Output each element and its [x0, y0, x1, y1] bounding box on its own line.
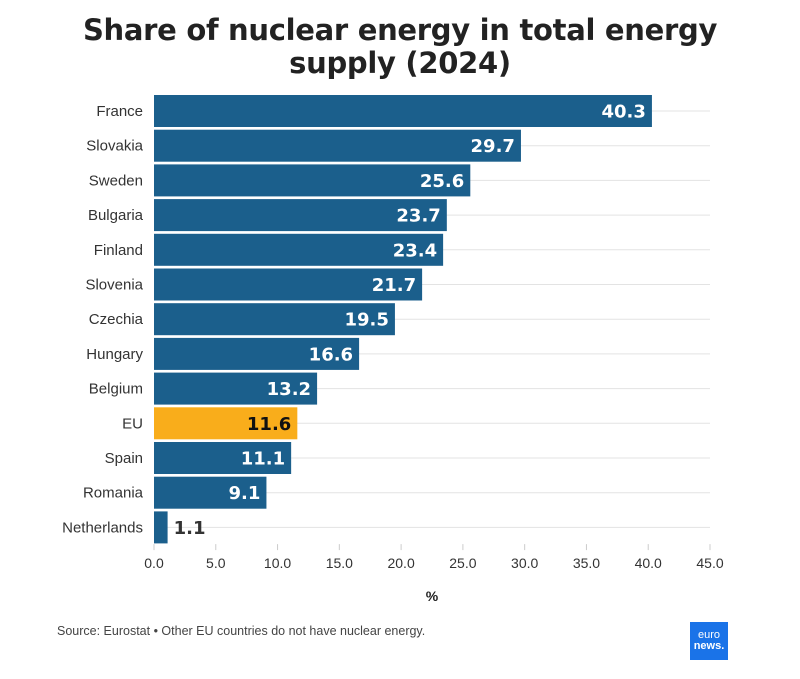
bar-slovenia: [154, 268, 423, 301]
data-label: 23.4: [393, 240, 437, 261]
x-tick-label: 25.0: [449, 555, 476, 571]
x-tick-label: 40.0: [635, 555, 662, 571]
data-label: 11.6: [247, 414, 291, 435]
category-label: Spain: [105, 450, 143, 467]
euronews-logo: euro news.: [690, 622, 728, 660]
data-label: 40.3: [602, 102, 646, 123]
category-label: Romania: [83, 485, 144, 502]
data-label: 13.2: [267, 379, 311, 400]
data-label: 23.7: [396, 206, 440, 227]
bar-hungary: [154, 337, 360, 370]
data-label: 9.1: [229, 483, 261, 504]
category-label: Belgium: [89, 381, 143, 398]
x-tick-label: 20.0: [387, 555, 414, 571]
bar-bulgaria: [154, 199, 447, 232]
logo-text-euro: euro: [697, 629, 721, 641]
category-label: Sweden: [89, 172, 143, 189]
category-label: Netherlands: [62, 519, 143, 536]
category-label: Finland: [94, 242, 143, 259]
bar-france: [154, 95, 652, 127]
data-label: 11.1: [241, 449, 285, 470]
category-label: EU: [122, 415, 143, 432]
bar-finland: [154, 233, 444, 266]
category-label: Slovakia: [86, 138, 143, 155]
bar-slovakia: [154, 129, 521, 162]
data-label: 21.7: [372, 275, 416, 296]
bar-belgium: [154, 372, 318, 405]
category-label: Czechia: [89, 311, 144, 328]
data-label: 1.1: [174, 518, 206, 539]
x-tick-label: 0.0: [144, 555, 164, 571]
source-note: Source: Eurostat • Other EU countries do…: [57, 624, 426, 638]
category-label: Slovenia: [85, 277, 143, 294]
bar-romania: [154, 476, 267, 509]
x-axis-label: %: [426, 588, 439, 604]
bar-czechia: [154, 303, 395, 336]
x-tick-label: 5.0: [206, 555, 226, 571]
chart-title: Share of nuclear energy in total energy s…: [82, 13, 718, 80]
x-tick-label: 30.0: [511, 555, 538, 571]
bar-spain: [154, 442, 292, 474]
data-label: 19.5: [345, 310, 389, 331]
x-tick-label: 10.0: [264, 555, 291, 571]
category-label: Hungary: [86, 346, 143, 363]
bar-netherlands: [154, 511, 168, 544]
data-label: 16.6: [309, 344, 353, 365]
data-label: 25.6: [420, 171, 464, 192]
category-label: Bulgaria: [88, 207, 144, 224]
x-tick-label: 45.0: [696, 555, 723, 571]
x-tick-label: 15.0: [326, 555, 353, 571]
logo-text-news: news.: [693, 640, 725, 652]
bar-sweden: [154, 164, 471, 197]
x-tick-label: 35.0: [573, 555, 600, 571]
category-label: France: [96, 103, 143, 120]
bar-eu: [154, 407, 298, 440]
data-label: 29.7: [471, 136, 515, 157]
